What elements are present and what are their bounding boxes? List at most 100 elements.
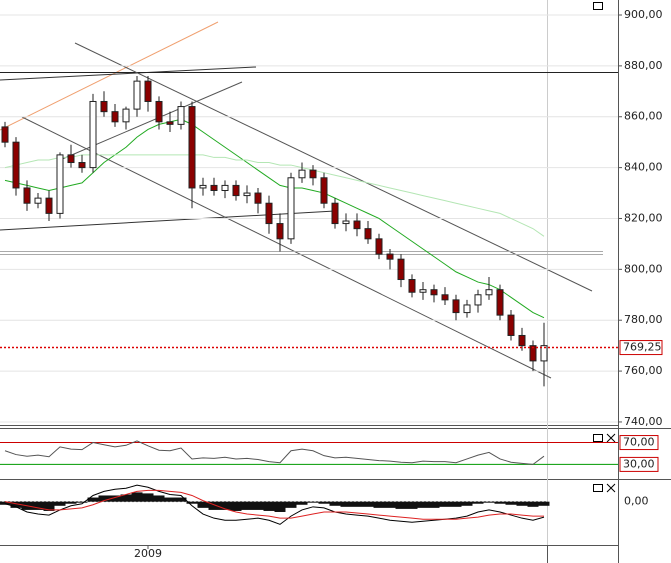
trend-lines (0, 21, 618, 379)
histogram-bar (252, 501, 264, 510)
histogram-bar (109, 495, 121, 502)
candle-body (430, 289, 438, 296)
candle-body (309, 169, 317, 179)
y-tick-label: 880,00 (624, 59, 663, 72)
maximize-icon[interactable] (593, 434, 603, 442)
y-tick-label: 30,00 (623, 457, 655, 470)
histogram-bar (76, 501, 88, 503)
candle-body (452, 299, 460, 314)
candle-body (375, 238, 383, 255)
y-tick-label: 70,00 (623, 436, 655, 449)
maximize-icon[interactable] (593, 484, 603, 492)
histogram-bar (329, 501, 341, 506)
histogram-bar (494, 501, 506, 504)
candle-body (507, 314, 515, 336)
histogram-bar (384, 501, 396, 508)
histogram-bar (219, 501, 231, 510)
candle-body (166, 121, 174, 125)
histogram-bar (43, 501, 55, 511)
level-label-box (619, 435, 659, 451)
y-tick-label: 780,00 (624, 313, 663, 326)
histogram-bar (417, 501, 429, 508)
histogram-bar (516, 501, 528, 506)
candle-body (518, 334, 526, 347)
candle-body (529, 345, 537, 362)
histogram-bar (318, 501, 330, 504)
series-line (4, 484, 545, 525)
candle-body (56, 154, 64, 214)
series-line (4, 440, 545, 465)
histogram-bar (164, 497, 176, 502)
histogram-bar (406, 501, 418, 509)
y-tick-label: 840,00 (624, 161, 663, 174)
y-tick-label: 760,00 (624, 364, 663, 377)
histogram-bar (274, 501, 286, 512)
y-tick-label: 820,00 (624, 211, 663, 224)
histogram-bar (241, 501, 253, 510)
histogram-bar (10, 501, 22, 508)
histogram-bar (230, 501, 242, 511)
histogram-bar (175, 497, 187, 502)
histogram-bar (472, 501, 484, 504)
candle-body (177, 106, 185, 125)
histogram-bar (351, 501, 363, 507)
histogram-bar (362, 501, 374, 507)
histogram-bar (483, 501, 495, 503)
candle-body (419, 289, 427, 293)
last-price-box (619, 340, 663, 356)
level-label-box (619, 456, 659, 472)
candle-body (342, 220, 350, 225)
close-icon[interactable] (606, 433, 616, 493)
histogram-bar (142, 493, 154, 502)
candle-body (408, 279, 416, 293)
histogram-bar (538, 501, 550, 506)
histogram-bar (340, 501, 352, 507)
histogram-bar (263, 501, 275, 511)
candle-body (496, 289, 504, 316)
candle-body (474, 294, 482, 306)
y-tick-label: 860,00 (624, 110, 663, 123)
candle-body (122, 108, 130, 123)
candle-body (144, 80, 152, 102)
histogram-bar (527, 501, 539, 507)
candle-body (243, 192, 251, 197)
candle-body (133, 80, 141, 110)
maximize-icon[interactable] (593, 2, 603, 10)
candle-body (12, 141, 20, 189)
candle-body (34, 197, 42, 204)
histogram-bar (0, 501, 11, 505)
y-tick-label: 740,00 (624, 415, 663, 428)
candle-body (386, 253, 394, 260)
candle-body (45, 197, 53, 214)
panel-icons[interactable] (593, 2, 616, 493)
candle-body (331, 202, 339, 225)
candle-body (221, 184, 229, 191)
candle-body (441, 294, 449, 301)
last-price-label: 769,25 (623, 341, 662, 354)
candle-body (232, 184, 240, 197)
candle-body (540, 345, 548, 362)
candle-body (463, 304, 471, 314)
histogram-bar (54, 501, 66, 506)
candle-body (67, 154, 75, 164)
histogram-bar (98, 495, 110, 502)
candle-body (111, 111, 119, 123)
histogram-bar (461, 501, 473, 506)
candle-body (353, 220, 361, 230)
histogram-bar (450, 501, 462, 507)
candle-body (23, 187, 31, 204)
histogram-bar (439, 501, 451, 507)
candle-body (100, 100, 108, 113)
histogram-bar (373, 501, 385, 508)
candle-body (210, 184, 218, 191)
histogram-bar (131, 492, 143, 502)
series-line (4, 118, 545, 319)
histogram-bar (208, 501, 220, 510)
y-tick-label: 0,00 (624, 495, 649, 508)
candle-body (298, 169, 306, 179)
candle-body (485, 289, 493, 296)
x-tick-label: 2009 (134, 547, 162, 560)
series-line (4, 489, 544, 520)
